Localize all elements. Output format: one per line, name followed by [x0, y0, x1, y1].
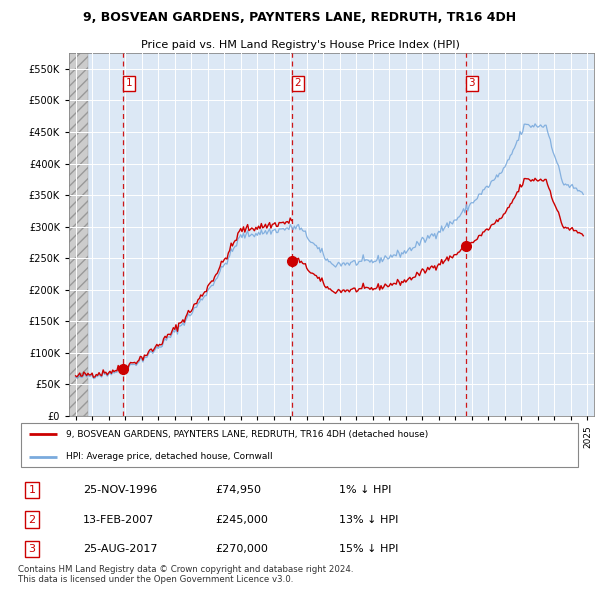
- Text: 25-AUG-2017: 25-AUG-2017: [83, 544, 157, 554]
- Text: 3: 3: [29, 544, 35, 554]
- Text: £245,000: £245,000: [215, 514, 268, 525]
- Text: 25-NOV-1996: 25-NOV-1996: [83, 486, 157, 495]
- Text: 1% ↓ HPI: 1% ↓ HPI: [340, 486, 392, 495]
- Text: Price paid vs. HM Land Registry's House Price Index (HPI): Price paid vs. HM Land Registry's House …: [140, 40, 460, 50]
- Text: 13-FEB-2007: 13-FEB-2007: [83, 514, 154, 525]
- Text: 2: 2: [295, 78, 301, 88]
- Text: 9, BOSVEAN GARDENS, PAYNTERS LANE, REDRUTH, TR16 4DH (detached house): 9, BOSVEAN GARDENS, PAYNTERS LANE, REDRU…: [66, 430, 428, 439]
- Text: HPI: Average price, detached house, Cornwall: HPI: Average price, detached house, Corn…: [66, 453, 272, 461]
- Text: 1: 1: [29, 486, 35, 495]
- Text: 1: 1: [126, 78, 133, 88]
- Text: 3: 3: [469, 78, 475, 88]
- Text: £270,000: £270,000: [215, 544, 268, 554]
- FancyBboxPatch shape: [21, 423, 578, 467]
- Text: Contains HM Land Registry data © Crown copyright and database right 2024.
This d: Contains HM Land Registry data © Crown c…: [18, 565, 353, 584]
- Text: £74,950: £74,950: [215, 486, 262, 495]
- Text: 13% ↓ HPI: 13% ↓ HPI: [340, 514, 399, 525]
- Text: 15% ↓ HPI: 15% ↓ HPI: [340, 544, 399, 554]
- Text: 2: 2: [29, 514, 35, 525]
- Text: 9, BOSVEAN GARDENS, PAYNTERS LANE, REDRUTH, TR16 4DH: 9, BOSVEAN GARDENS, PAYNTERS LANE, REDRU…: [83, 11, 517, 24]
